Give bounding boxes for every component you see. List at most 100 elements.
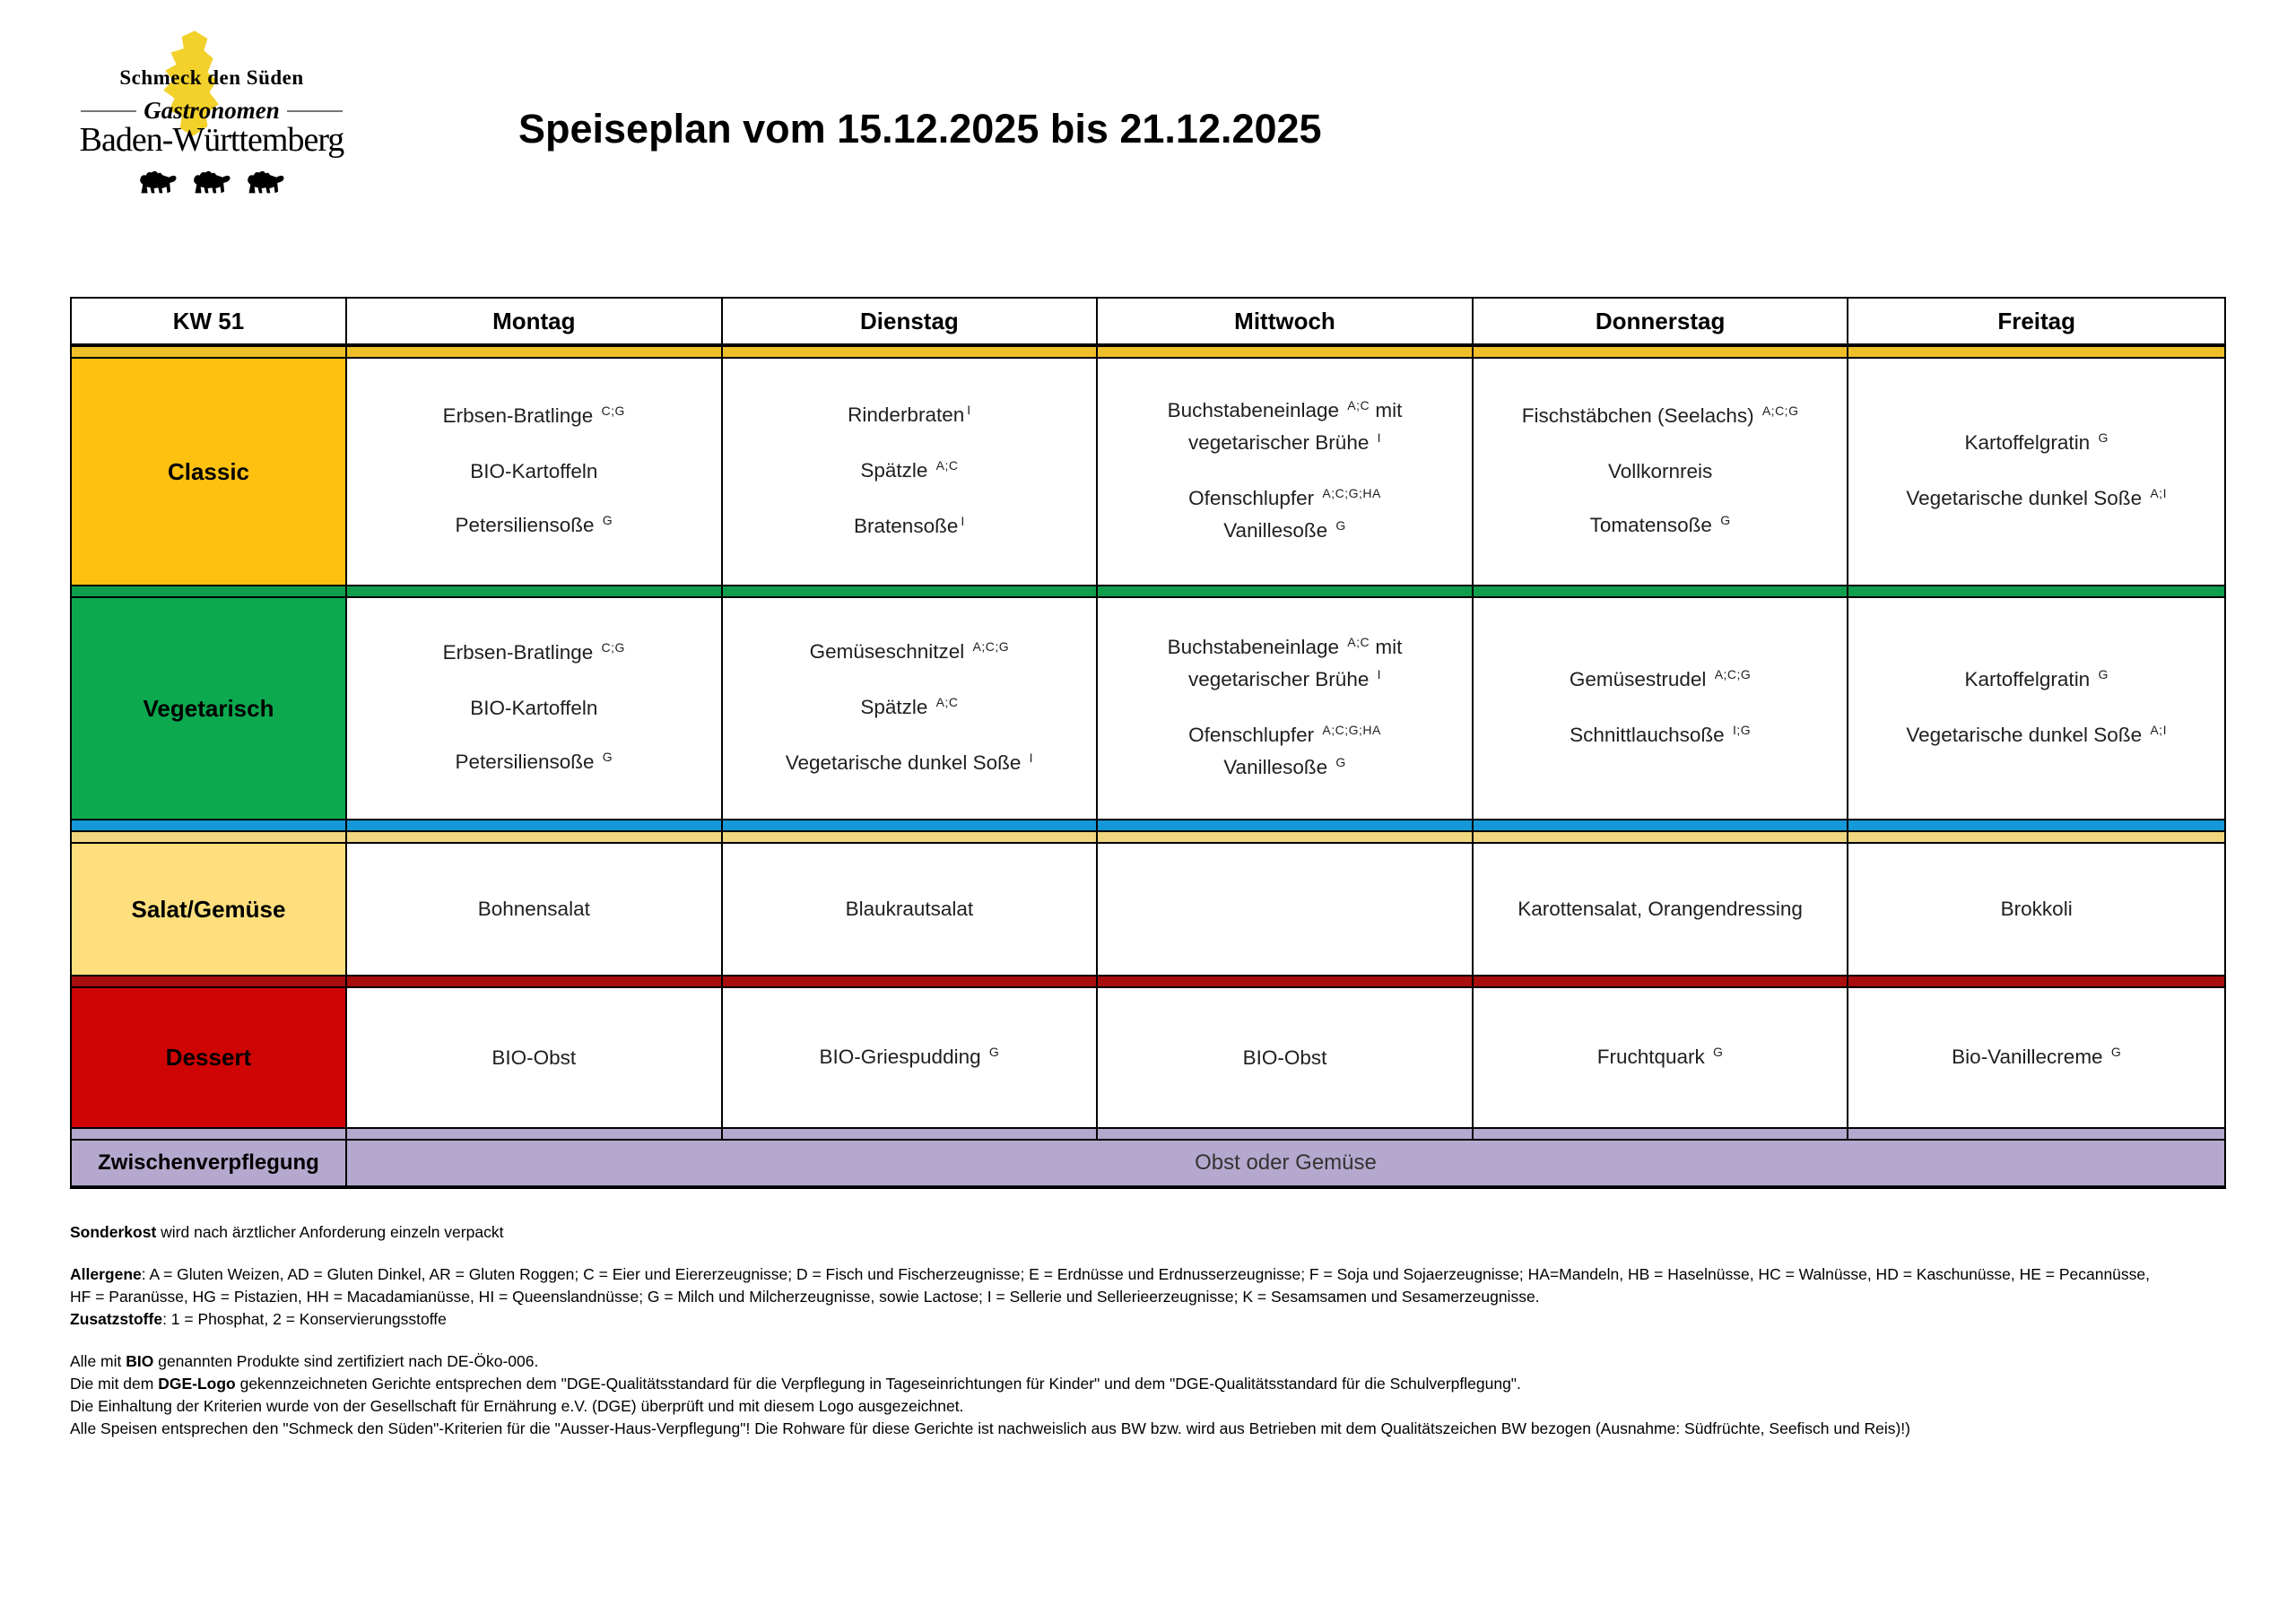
dish: Ofenschlupfer A;C;G;HA Vanillesoße G [1188,723,1381,778]
header-day-mittwoch: Mittwoch [1098,299,1474,343]
lion-icon [194,170,230,194]
category-row-salat-gem-se: Salat/Gemüse Bohnensalat Blaukrautsalat Kar… [72,844,2224,975]
category-row-dessert: Dessert BIO-Obst BIO-Griespudding G BIO-Obs… [72,988,2224,1127]
category-label: Vegetarisch [72,598,347,819]
footer-line: Allergene: A = Gluten Weizen, AD = Glute… [70,1265,2151,1283]
footer-line: HF = Paranüsse, HG = Pistazien, HH = Mac… [70,1288,1540,1306]
menu-cell: Karottensalat, Orangendressing [1474,844,1849,975]
header-day-montag: Montag [347,299,723,343]
lion-icon [248,170,284,194]
dish: BIO-Kartoffeln [470,460,598,482]
logo-rule-left [81,109,137,112]
header-day-freitag: Freitag [1848,299,2224,343]
dish: Bohnensalat [477,898,590,920]
menu-cell: BIO-Griespudding G [723,988,1099,1127]
menu-cell [1098,844,1474,975]
dish: Ofenschlupfer A;C;G;HA Vanillesoße G [1188,486,1381,542]
footer-line: Die mit dem DGE-Logo gekennzeichneten Ge… [70,1375,1521,1393]
header-day-dienstag: Dienstag [722,299,1099,343]
menu-cell: Fruchtquark G [1474,988,1849,1127]
menu-cell: Gemüsestrudel A;C;G Schnittlauchsoße I;G [1474,598,1849,819]
footer-line: Zusatzstoffe: 1 = Phosphat, 2 = Konservi… [70,1310,447,1328]
menu-cell: Gemüseschnitzel A;C;G Spätzle A;C Vegetari… [723,598,1099,819]
dish: Petersiliensoße G [455,513,613,536]
dish: Kartoffelgratin G [1964,667,2109,690]
dish: Spätzle A;C [860,695,959,718]
table-header-row: KW 51 Montag Dienstag Mittwoch Donnerstag Fr… [72,299,2224,345]
menu-cell: Kartoffelgratin G Vegetarische dunkel Soß… [1848,359,2224,585]
footer-block: Allergene: A = Gluten Weizen, AD = Glute… [70,1263,2258,1331]
dish: Blaukrautsalat [845,898,974,920]
footer-line: Alle Speisen entsprechen den "Schmeck de… [70,1419,1910,1437]
dish: Buchstabeneinlage A;C mit vegetarischer B… [1167,635,1403,690]
row-stripe [72,832,2224,844]
logo-text-baden-wuerttemberg: Baden-Württemberg [79,121,345,159]
table-body: Classic Erbsen-Bratlinge C;G BIO-Kartoffel… [72,345,2224,1185]
category-label: Classic [72,359,347,585]
category-label: Salat/Gemüse [72,844,347,975]
dish: Karottensalat, Orangendressing [1518,898,1803,920]
menu-cell: Bohnensalat [347,844,723,975]
zwischenverpflegung-value: Obst oder Gemüse [347,1141,2224,1185]
zwischenverpflegung-row: Zwischenverpflegung Obst oder Gemüse [72,1141,2224,1185]
dish: Bratensoße I [854,514,965,537]
dish: Vegetarische dunkel Soße A;I [1906,723,2167,746]
brand-logo: Schmeck den Süden Gastronomen Baden-Würt… [70,23,353,216]
menu-cell: Buchstabeneinlage A;C mit vegetarischer B… [1098,359,1474,585]
dish: Schnittlauchsoße I;G [1570,723,1752,746]
footer-block: Alle mit BIO genannten Produkte sind zer… [70,1350,2258,1440]
row-stripe [72,975,2224,988]
row-stripe [72,585,2224,598]
footer-line: Die Einhaltung der Kriterien wurde von d… [70,1397,964,1415]
row-stripe [72,345,2224,359]
footer-line: Alle mit BIO genannten Produkte sind zer… [70,1352,539,1370]
dish: Fischstäbchen (Seelachs) A;C;G [1521,404,1799,427]
dish: BIO-Griespudding G [819,1044,1000,1068]
dish: BIO-Obst [1242,1046,1327,1069]
menu-cell: Kartoffelgratin G Vegetarische dunkel Soß… [1848,598,2224,819]
menu-cell: Blaukrautsalat [723,844,1099,975]
logo-text-schmeck-den-sueden: Schmeck den Süden [119,66,304,89]
menu-cell: Brokkoli [1848,844,2224,975]
menu-table: KW 51 Montag Dienstag Mittwoch Donnerstag Fr… [70,297,2226,1189]
logo-text-gastronomen-row: Gastronomen [70,97,353,125]
dish: Kartoffelgratin G [1964,430,2109,454]
footer-notes: Sonderkost wird nach ärztlicher Anforder… [70,1221,2258,1460]
category-row-vegetarisch: Vegetarisch Erbsen-Bratlinge C;G BIO-Karto… [72,598,2224,819]
footer-line: Sonderkost wird nach ärztlicher Anforder… [70,1223,504,1241]
menu-cell: Buchstabeneinlage A;C mit vegetarischer B… [1098,598,1474,819]
header-day-donnerstag: Donnerstag [1473,299,1849,343]
menu-cell: Erbsen-Bratlinge C;G BIO-Kartoffeln Peters… [347,359,723,585]
menu-cell: BIO-Obst [1098,988,1474,1127]
dish: Erbsen-Bratlinge C;G [442,404,625,427]
menu-cell: Rinderbraten I Spätzle A;C Bratensoße I [723,359,1099,585]
dish: Vollkornreis [1607,460,1713,482]
menu-cell: Fischstäbchen (Seelachs) A;C;G Vollkornre… [1474,359,1849,585]
menu-cell: Bio-Vanillecreme G [1848,988,2224,1127]
row-stripe [72,1127,2224,1141]
dish: Rinderbraten I [848,403,971,426]
baden-wuerttemberg-shape-icon [163,30,219,136]
dish: Gemüseschnitzel A;C;G [809,639,1010,663]
category-label: Dessert [72,988,347,1127]
logo-rule-right [286,109,343,112]
dish: Vegetarische dunkel Soße A;I [1906,486,2167,509]
dish: BIO-Obst [491,1046,577,1069]
category-row-classic: Classic Erbsen-Bratlinge C;G BIO-Kartoffel… [72,359,2224,585]
dish: Brokkoli [2000,898,2073,920]
week-label-cell: KW 51 [72,299,347,343]
dish: BIO-Kartoffeln [470,697,598,719]
page-title: Speiseplan vom 15.12.2025 bis 21.12.2025 [518,106,1322,152]
dish: Spätzle A;C [860,458,959,482]
dish: Fruchtquark G [1596,1044,1724,1068]
dish: Tomatensoße G [1589,513,1731,536]
dish: Buchstabeneinlage A;C mit vegetarischer B… [1167,398,1403,454]
dish: Petersiliensoße G [455,750,613,773]
logo-text-gastronomen: Gastronomen [144,97,280,124]
menu-cell: Erbsen-Bratlinge C;G BIO-Kartoffeln Peters… [347,598,723,819]
footer-block: Sonderkost wird nach ärztlicher Anforder… [70,1221,2258,1244]
dish: Erbsen-Bratlinge C;G [442,640,625,664]
dish: Bio-Vanillecreme G [1952,1044,2122,1068]
zwischenverpflegung-label: Zwischenverpflegung [72,1141,347,1185]
